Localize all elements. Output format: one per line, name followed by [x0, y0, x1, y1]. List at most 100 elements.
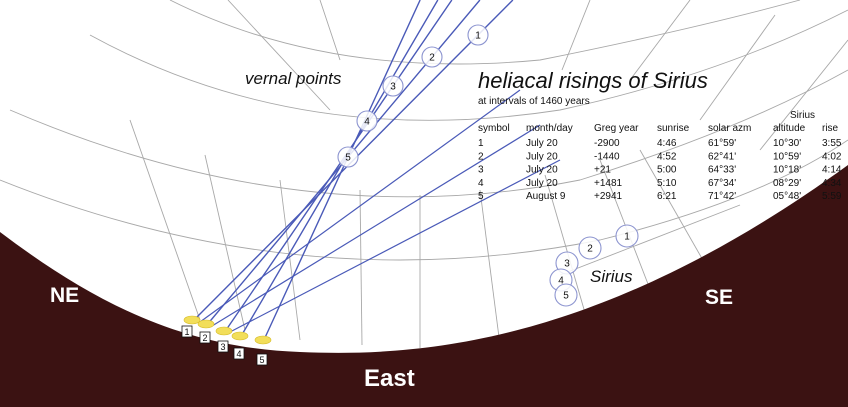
sirius-position-marker: 5 [554, 283, 578, 307]
sirius-position-markers: 1 2 34 5 [549, 224, 639, 307]
table-cell: +21 [594, 165, 611, 176]
svg-text:3: 3 [564, 259, 570, 270]
sirius-position-marker: 1 [615, 224, 639, 248]
horizon-ground [0, 165, 848, 407]
table-cell: -1440 [594, 151, 620, 162]
table-cell: +1481 [594, 178, 623, 189]
table-column-header: symbol [478, 123, 510, 134]
svg-text:2: 2 [429, 53, 435, 64]
svg-text:3: 3 [390, 82, 396, 93]
svg-text:5: 5 [345, 153, 351, 164]
table-row: 4 July 20 +1481 5:10 67°34' 08°29' 4:34 [478, 178, 842, 189]
chart-title: heliacal risings of Sirius [478, 68, 708, 93]
table-cell: July 20 [526, 178, 558, 189]
svg-text:5: 5 [259, 355, 264, 365]
table-group-header: Sirius [790, 110, 815, 121]
table-cell: 61°59' [708, 138, 736, 149]
table-cell: 4:46 [657, 138, 677, 149]
table-row: 3 July 20 +21 5:00 64°33' 10°18' 4:14 [478, 165, 842, 176]
sunrise-point-marker: 1 [181, 315, 201, 338]
table-cell: 4 [478, 178, 484, 189]
vernal-point-marker: 4 [356, 110, 378, 132]
sirius-label: Sirius [590, 267, 633, 286]
vernal-point-marker: 2 [421, 46, 443, 68]
table-cell: 4:34 [822, 178, 842, 189]
sirius-position-marker: 2 [578, 236, 602, 260]
table-cell: 5 [478, 191, 484, 202]
vernal-points-label: vernal points [245, 69, 342, 88]
svg-text:4: 4 [236, 349, 241, 359]
table-cell: -2900 [594, 138, 620, 149]
sunrise-point-marker: 4 [231, 331, 249, 360]
table-cell: 6:21 [657, 191, 677, 202]
sunrise-point-marker: 5 [254, 335, 272, 366]
east-label: East [364, 365, 415, 392]
table-cell: 5:59 [822, 191, 842, 202]
sight-line [262, 0, 421, 343]
table-cell: August 9 [526, 191, 566, 202]
table-cell: 4:52 [657, 151, 677, 162]
sight-lines [191, 0, 561, 343]
table-cell: 71°42' [708, 191, 736, 202]
table-cell: 5:10 [657, 178, 677, 189]
table-cell: 10°59' [773, 151, 801, 162]
vernal-point-markers: 1 2 3 4 5 [337, 24, 489, 168]
svg-text:1: 1 [475, 31, 481, 42]
svg-text:3: 3 [220, 342, 225, 352]
chart-subtitle: at intervals of 1460 years [478, 96, 590, 107]
table-cell: July 20 [526, 138, 558, 149]
table-column-header: month/day [526, 123, 573, 134]
table-column-header: altitude [773, 123, 806, 134]
table-header: symbol month/day Greg year sunrise solar azm… [478, 123, 839, 134]
table-column-header: solar azm [708, 123, 751, 134]
table-cell: 4:14 [822, 165, 842, 176]
table-column-header: rise [822, 123, 839, 134]
table-row: 5 August 9 +2941 6:21 71°42' 05°48' 5:59 [478, 191, 842, 202]
vernal-point-marker: 1 [467, 24, 489, 46]
sight-line [239, 0, 439, 339]
svg-text:2: 2 [202, 333, 207, 343]
sight-line [199, 89, 521, 323]
table-row: 1 July 20 -2900 4:46 61°59' 10°30' 3:55 [478, 138, 842, 149]
sunrise-point-markers: 1 2 3 4 5 [181, 315, 272, 366]
table-row: 2 July 20 -1440 4:52 62°41' 10°59' 4:02 [478, 151, 842, 162]
table-cell: 5:00 [657, 165, 677, 176]
northeast-label: NE [50, 284, 79, 307]
sunrise-point-marker: 3 [215, 326, 233, 353]
sunrise-point-marker: 2 [197, 319, 215, 344]
sight-line [229, 159, 561, 333]
table-cell: 10°30' [773, 138, 801, 149]
table-cell: +2941 [594, 191, 623, 202]
table-cell: 3:55 [822, 138, 842, 149]
table-cell: 10°18' [773, 165, 801, 176]
table-column-header: sunrise [657, 123, 690, 134]
vernal-point-marker: 5 [337, 146, 359, 168]
sirius-track-line [559, 204, 741, 276]
table-column-header: Greg year [594, 123, 639, 134]
table-cell: 67°34' [708, 178, 736, 189]
southeast-label: SE [705, 286, 733, 309]
table-body: 1 July 20 -2900 4:46 61°59' 10°30' 3:55 2 July 2… [478, 138, 842, 202]
table-cell: 3 [478, 165, 484, 176]
svg-text:5: 5 [563, 291, 569, 302]
table-cell: 2 [478, 151, 484, 162]
svg-text:1: 1 [184, 327, 189, 337]
svg-text:2: 2 [587, 244, 593, 255]
table-cell: July 20 [526, 151, 558, 162]
table-cell: 1 [478, 138, 484, 149]
vernal-point-marker: 3 [382, 75, 404, 97]
table-cell: 62°41' [708, 151, 736, 162]
table-cell: 4:02 [822, 151, 842, 162]
table-cell: 05°48' [773, 191, 801, 202]
table-cell: 08°29' [773, 178, 801, 189]
sight-line [223, 0, 453, 334]
table-cell: July 20 [526, 165, 558, 176]
sight-line [211, 124, 541, 327]
table-cell: 64°33' [708, 165, 736, 176]
svg-text:4: 4 [364, 117, 370, 128]
svg-text:4: 4 [558, 276, 564, 287]
risings-table: Sirius symbol month/day Greg year sunrise so… [478, 110, 842, 202]
svg-text:1: 1 [624, 232, 630, 243]
